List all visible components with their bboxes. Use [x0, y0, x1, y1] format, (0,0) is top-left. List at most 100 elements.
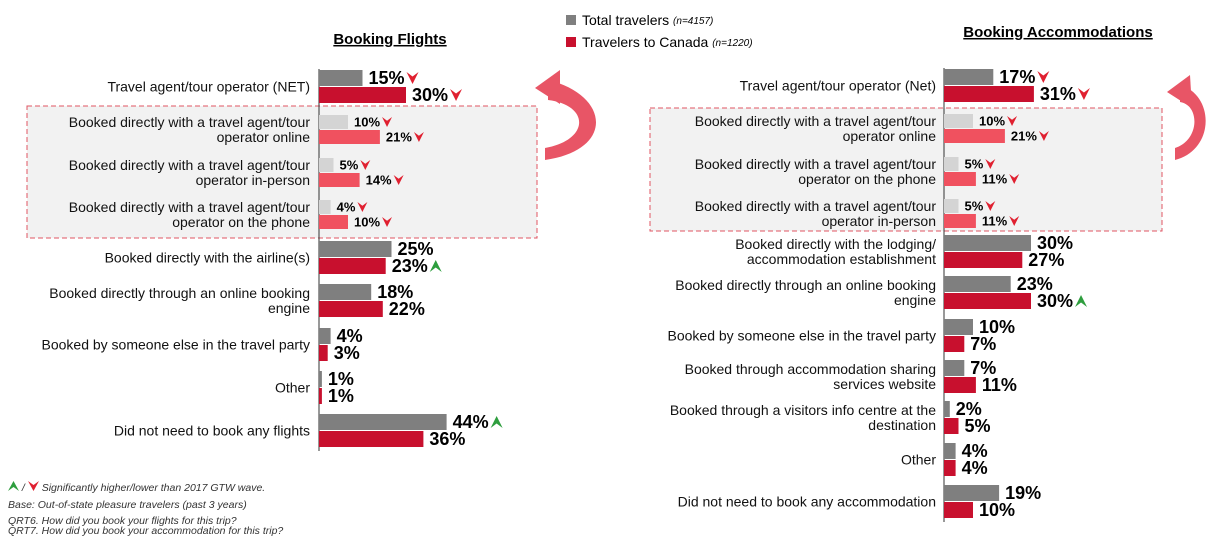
bar — [944, 157, 959, 171]
value-label: 10% — [354, 114, 380, 129]
bar — [319, 200, 331, 214]
bar — [944, 502, 973, 518]
significance-marker — [1078, 88, 1090, 100]
bar — [944, 69, 993, 85]
bar — [944, 293, 1031, 309]
value-label: 15% — [369, 68, 405, 88]
bar — [319, 130, 380, 144]
category-label: Other — [646, 453, 936, 468]
category-label: Booked directly with a travel agent/tour… — [646, 199, 936, 229]
bar — [944, 86, 1034, 102]
bar — [944, 443, 956, 459]
value-label: 27% — [1028, 250, 1064, 270]
value-label: 5% — [965, 198, 984, 213]
bar — [944, 336, 964, 352]
value-label: 10% — [979, 500, 1015, 520]
value-label: 5% — [965, 156, 984, 171]
significance-marker — [1037, 71, 1049, 83]
value-label: 30% — [412, 85, 448, 105]
value-label: 3% — [334, 343, 360, 363]
legend-label: Travelers to Canada (n=1220) — [582, 34, 753, 50]
legend-n: (n=1220) — [712, 38, 752, 49]
value-label: 1% — [328, 386, 354, 406]
bar — [319, 215, 348, 229]
bar — [944, 360, 964, 376]
category-label: Booked directly through an online bookin… — [646, 278, 936, 308]
category-label: Booked by someone else in the travel par… — [646, 329, 936, 344]
category-label: Did not need to book any flights — [20, 424, 310, 439]
value-label: 31% — [1040, 84, 1076, 104]
category-label: Booked by someone else in the travel par… — [20, 338, 310, 353]
arrow-head — [535, 70, 560, 104]
bar — [944, 485, 999, 501]
bar — [944, 252, 1022, 268]
bar — [319, 173, 360, 187]
category-label: Booked through accommodation sharing ser… — [646, 362, 936, 392]
value-label: 11% — [982, 171, 1008, 186]
sig-up-icon — [8, 481, 19, 491]
bar — [319, 431, 423, 447]
category-label: Booked directly with a travel agent/tour… — [646, 157, 936, 187]
bar — [944, 114, 973, 128]
value-label: 4% — [337, 199, 356, 214]
category-label: Booked directly through an online bookin… — [20, 286, 310, 316]
bar — [319, 328, 331, 344]
bar — [319, 301, 383, 317]
category-label: Booked directly with a travel agent/tour… — [20, 200, 310, 230]
value-label: 36% — [429, 429, 465, 449]
sig-down-icon — [28, 481, 39, 491]
category-label: Travel agent/tour operator (NET) — [20, 80, 310, 95]
bar — [944, 276, 1011, 292]
value-label: 10% — [354, 214, 380, 229]
value-label: 23% — [392, 256, 428, 276]
legend-swatch — [566, 37, 576, 47]
legend-name: Travelers to Canada — [582, 34, 709, 50]
bar — [319, 115, 348, 129]
significance-marker — [450, 89, 462, 101]
legend-swatch — [566, 15, 576, 25]
significance-marker — [407, 72, 419, 84]
bar — [944, 460, 956, 476]
legend-n: (n=4157) — [673, 16, 713, 27]
category-label: Booked through a visitors info centre at… — [646, 403, 936, 433]
arrow-head — [1167, 75, 1192, 108]
value-label: 30% — [1037, 291, 1073, 311]
category-label: Booked directly with a travel agent/tour… — [646, 114, 936, 144]
category-label: Travel agent/tour operator (Net) — [646, 79, 936, 94]
bar — [319, 371, 322, 387]
category-label: Booked directly with a travel agent/tour… — [20, 158, 310, 188]
value-label: 5% — [965, 416, 991, 436]
bar — [944, 418, 959, 434]
category-label: Booked directly with the airline(s) — [20, 251, 310, 266]
bar — [319, 388, 322, 404]
legend-name: Total travelers — [582, 12, 669, 28]
value-label: 5% — [340, 157, 359, 172]
footnote: QRT7. How did you book your accommodatio… — [8, 526, 283, 537]
chart-title: Booking Flights — [333, 31, 446, 48]
footnote: / Significantly higher/lower than 2017 G… — [8, 481, 265, 494]
value-label: 22% — [389, 299, 425, 319]
value-label: 14% — [366, 172, 392, 187]
bar — [944, 172, 976, 186]
bar — [944, 129, 1005, 143]
bar — [944, 214, 976, 228]
significance-marker — [430, 260, 442, 272]
category-label: Booked directly with the lodging/ accomm… — [646, 237, 936, 267]
value-label: 21% — [1011, 128, 1037, 143]
bar — [319, 414, 447, 430]
category-label: Other — [20, 381, 310, 396]
value-label: 11% — [982, 213, 1008, 228]
bar — [319, 87, 406, 103]
bar — [319, 345, 328, 361]
value-label: 21% — [386, 129, 412, 144]
bar — [319, 258, 386, 274]
value-label: 17% — [999, 67, 1035, 87]
value-label: 4% — [962, 458, 988, 478]
bar — [944, 199, 959, 213]
legend-label: Total travelers (n=4157) — [582, 12, 713, 28]
value-label: 11% — [982, 375, 1017, 395]
bar — [319, 241, 392, 257]
value-label: 10% — [979, 113, 1005, 128]
bar — [319, 284, 371, 300]
bar — [944, 319, 973, 335]
